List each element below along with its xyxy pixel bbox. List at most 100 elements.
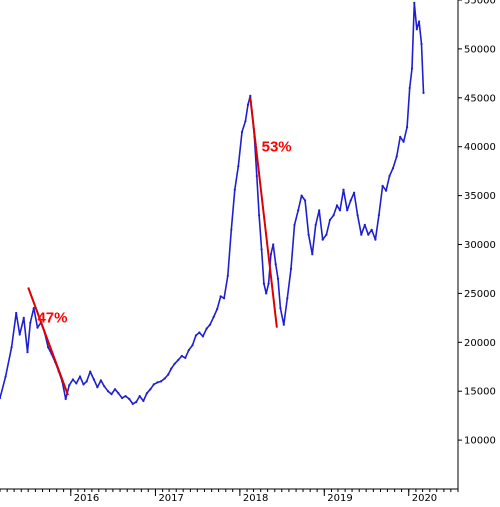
- price-point: [128, 397, 131, 401]
- price-point: [230, 228, 233, 231]
- price-point: [272, 243, 275, 246]
- price-point: [289, 267, 293, 270]
- price-point: [325, 233, 328, 236]
- price-point: [415, 28, 418, 31]
- price-point: [262, 282, 265, 285]
- price-point: [286, 297, 289, 300]
- price-point: [258, 214, 261, 217]
- price-point: [353, 191, 356, 194]
- price-point: [335, 204, 339, 207]
- price-point: [219, 295, 222, 298]
- price-point: [156, 381, 159, 384]
- price-point: [237, 165, 240, 168]
- price-point: [117, 392, 120, 395]
- y-tick-label: 30000: [464, 240, 496, 251]
- price-point: [381, 184, 384, 187]
- price-point: [173, 362, 176, 365]
- drawdown-trend-line: [27, 287, 69, 396]
- price-point: [145, 392, 148, 395]
- price-point: [276, 277, 280, 280]
- price-point: [131, 402, 134, 405]
- price-point: [177, 358, 180, 361]
- price-point: [194, 334, 197, 337]
- price-point: [267, 282, 270, 285]
- price-point: [332, 214, 335, 217]
- price-point: [152, 383, 155, 386]
- x-tick-label: 2019: [327, 493, 352, 504]
- price-point: [113, 388, 117, 391]
- price-point: [395, 155, 398, 158]
- price-point: [307, 233, 310, 236]
- price-point: [370, 228, 373, 231]
- price-point: [4, 375, 7, 378]
- price-point: [163, 377, 166, 380]
- price-point: [406, 126, 409, 129]
- price-point: [349, 199, 352, 202]
- price-point: [10, 346, 13, 349]
- price-point: [82, 383, 85, 386]
- price-point: [367, 233, 370, 236]
- price-point: [0, 396, 2, 400]
- y-tick-label: 10000: [464, 436, 496, 447]
- price-point: [167, 373, 170, 376]
- price-point: [15, 311, 18, 315]
- price-point: [328, 218, 331, 222]
- y-tick-label: 20000: [464, 338, 496, 349]
- y-tick-label: 40000: [464, 142, 496, 153]
- x-tick-label: 2016: [74, 493, 99, 504]
- price-point: [391, 167, 395, 170]
- price-point: [71, 378, 74, 381]
- price-point: [191, 344, 194, 347]
- price-point: [184, 356, 187, 359]
- price-point: [99, 379, 102, 382]
- price-point: [265, 292, 268, 295]
- price-point: [408, 86, 411, 90]
- price-point: [226, 274, 229, 277]
- price-point: [96, 386, 99, 389]
- price-point: [240, 130, 244, 134]
- price-point: [121, 396, 124, 400]
- price-point: [106, 390, 110, 393]
- price-point: [246, 103, 250, 106]
- price-point: [314, 223, 317, 226]
- price-point: [149, 388, 152, 391]
- price-point: [124, 395, 127, 398]
- price-point: [187, 349, 190, 352]
- price-point: [402, 140, 405, 143]
- price-point: [159, 380, 163, 383]
- price-point: [22, 316, 25, 319]
- price-point: [223, 297, 226, 300]
- price-point: [304, 199, 307, 202]
- price-point: [274, 263, 277, 266]
- y-tick-label: 45000: [464, 93, 496, 104]
- price-point: [377, 214, 380, 217]
- price-point: [18, 333, 21, 336]
- price-point: [135, 400, 138, 404]
- price-point: [64, 397, 67, 401]
- price-point: [260, 248, 263, 251]
- x-tick-label: 2020: [412, 493, 437, 504]
- price-point: [269, 253, 272, 256]
- price-point: [360, 233, 363, 236]
- price-point: [293, 223, 296, 226]
- price-point: [300, 194, 303, 197]
- y-tick-label: 35000: [464, 191, 496, 202]
- price-point: [78, 375, 82, 378]
- price-point: [363, 223, 366, 226]
- price-point: [318, 209, 321, 212]
- price-point: [89, 370, 92, 373]
- price-point: [321, 238, 324, 241]
- price-point: [208, 323, 212, 326]
- price-point: [92, 378, 95, 381]
- price-point: [198, 331, 201, 334]
- price-series-line: [0, 2, 425, 405]
- drawdown-trend-line: [249, 97, 278, 328]
- price-point: [422, 91, 425, 94]
- y-tick-label: 25000: [464, 289, 496, 300]
- price-point: [201, 335, 204, 338]
- price-point: [342, 188, 345, 191]
- drawdown-label: 47%: [37, 310, 67, 327]
- price-point: [297, 209, 300, 212]
- price-point: [75, 382, 78, 385]
